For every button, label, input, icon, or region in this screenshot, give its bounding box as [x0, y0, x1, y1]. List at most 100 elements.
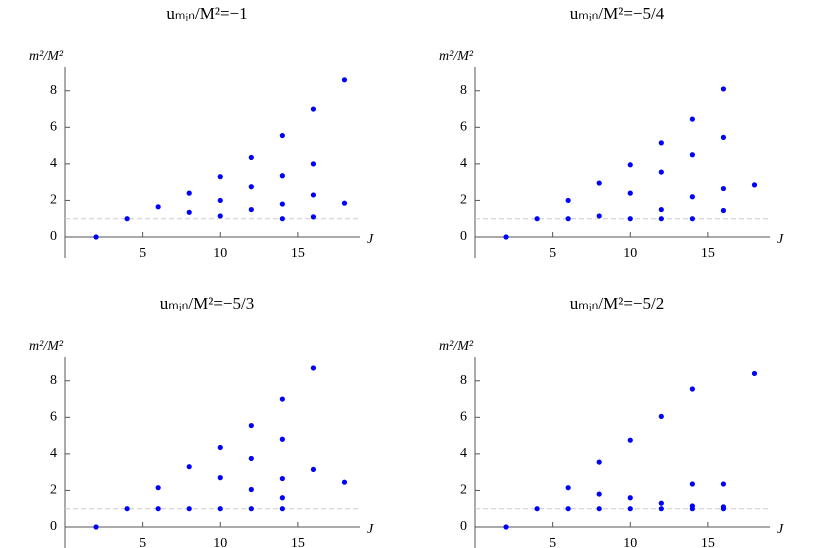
point [596, 491, 602, 497]
x-tick-label: 10 [623, 536, 637, 548]
point [720, 481, 727, 487]
point [658, 206, 664, 213]
point [93, 234, 99, 240]
y-tick-label: 2 [50, 483, 57, 498]
y-tick-label: 6 [50, 410, 57, 425]
point [279, 201, 285, 207]
point [155, 485, 161, 491]
point [341, 200, 348, 206]
y-tick-label: 8 [50, 83, 57, 98]
point [720, 185, 727, 192]
y-tick-label: 8 [460, 83, 467, 98]
x-tick-label: 5 [549, 246, 556, 261]
y-tick-label: 6 [50, 120, 57, 135]
y-tick-label: 0 [50, 519, 57, 534]
point [751, 182, 758, 188]
point [689, 216, 695, 222]
point [217, 213, 223, 219]
point [720, 207, 727, 214]
point [217, 174, 223, 180]
x-tick-label: 10 [213, 246, 227, 261]
point [627, 162, 633, 168]
point [565, 216, 571, 222]
x-tick-label: 15 [701, 246, 715, 261]
point [689, 506, 695, 512]
point [689, 116, 695, 122]
point [689, 152, 695, 158]
point [689, 386, 695, 392]
chart-title: uₘᵢₙ/M²=−5/2 [570, 294, 664, 313]
y-tick-label: 4 [50, 156, 57, 171]
y-tick-label: 4 [460, 446, 467, 461]
point [310, 214, 317, 220]
point [279, 216, 285, 222]
y-tick-label: 4 [460, 156, 467, 171]
point [248, 486, 254, 493]
y-tick-label: 2 [460, 483, 467, 498]
point [658, 216, 664, 222]
point [248, 455, 254, 462]
point [217, 444, 223, 451]
point [310, 192, 317, 198]
point [155, 204, 161, 210]
point [720, 86, 727, 92]
point [534, 216, 540, 222]
point [279, 396, 285, 402]
point [279, 506, 285, 512]
point [534, 506, 540, 512]
point [658, 500, 664, 506]
y-tick-label: 6 [460, 120, 467, 135]
point [565, 485, 571, 491]
y-axis-label: m²/M² [439, 339, 474, 354]
point [658, 140, 664, 146]
x-tick-label: 10 [213, 536, 227, 548]
point [627, 437, 633, 443]
point [503, 524, 509, 530]
x-axis-label: J [777, 232, 784, 247]
point [658, 169, 664, 175]
chart-title: uₘᵢₙ/M²=−5/3 [160, 294, 254, 313]
point [155, 506, 161, 512]
chart-title: uₘᵢₙ/M²=−1 [166, 4, 247, 23]
x-axis-label: J [367, 232, 374, 247]
point [689, 194, 695, 200]
point [217, 506, 223, 512]
x-tick-label: 15 [291, 246, 305, 261]
point [248, 154, 254, 161]
y-tick-label: 2 [50, 193, 57, 208]
y-tick-label: 4 [50, 446, 57, 461]
point [596, 180, 602, 186]
point [279, 173, 285, 179]
point [565, 197, 571, 204]
point [186, 190, 192, 196]
point [627, 216, 633, 222]
point [596, 506, 602, 512]
point [503, 234, 509, 240]
y-tick-label: 0 [50, 229, 57, 244]
point [658, 506, 664, 512]
point [627, 190, 633, 196]
y-axis-label: m²/M² [439, 49, 474, 64]
chart-title: uₘᵢₙ/M²=−5/4 [570, 4, 665, 23]
x-tick-label: 15 [291, 536, 305, 548]
point [341, 77, 348, 83]
point [751, 370, 758, 377]
point [596, 213, 602, 219]
x-tick-label: 5 [139, 246, 146, 261]
point [186, 464, 192, 470]
point [279, 475, 285, 482]
point [310, 365, 317, 371]
point [596, 459, 602, 465]
point [627, 495, 633, 501]
point [248, 206, 254, 213]
point [689, 481, 695, 487]
y-tick-label: 0 [460, 229, 467, 244]
point [279, 436, 285, 442]
x-tick-label: 15 [701, 536, 715, 548]
x-axis-label: J [367, 522, 374, 537]
point [720, 506, 727, 512]
point [248, 506, 254, 512]
point [310, 466, 317, 473]
point [248, 422, 254, 429]
